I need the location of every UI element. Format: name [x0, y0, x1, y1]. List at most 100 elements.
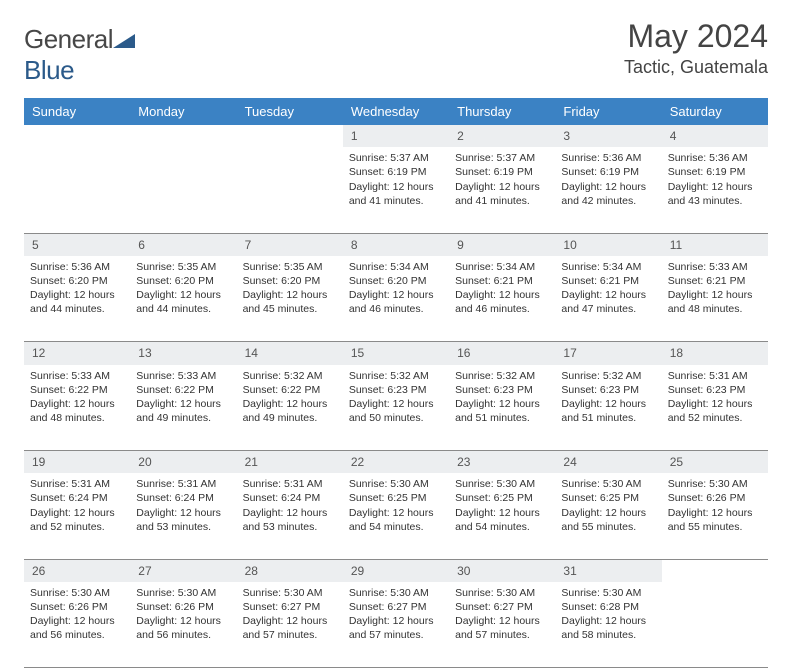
sunrise-line: Sunrise: 5:30 AM — [349, 477, 443, 491]
sunrise-line: Sunrise: 5:33 AM — [668, 260, 762, 274]
sunset-line: Sunset: 6:22 PM — [30, 383, 124, 397]
daylight-line: Daylight: 12 hours and 56 minutes. — [30, 614, 124, 642]
daylight-line: Daylight: 12 hours and 44 minutes. — [30, 288, 124, 316]
day-number: 26 — [24, 559, 130, 582]
sunrise-line: Sunrise: 5:31 AM — [243, 477, 337, 491]
sunset-line: Sunset: 6:24 PM — [30, 491, 124, 505]
day-header: Thursday — [449, 98, 555, 125]
logo-text: GeneralBlue — [24, 24, 135, 86]
day-number: 17 — [555, 342, 661, 365]
day-number — [130, 125, 236, 147]
daylight-line: Daylight: 12 hours and 45 minutes. — [243, 288, 337, 316]
sunrise-line: Sunrise: 5:32 AM — [455, 369, 549, 383]
sunrise-line: Sunrise: 5:36 AM — [30, 260, 124, 274]
day-number: 6 — [130, 233, 236, 256]
day-cell: Sunrise: 5:32 AMSunset: 6:23 PMDaylight:… — [343, 365, 449, 451]
sunrise-line: Sunrise: 5:31 AM — [136, 477, 230, 491]
day-number: 30 — [449, 559, 555, 582]
day-cell: Sunrise: 5:31 AMSunset: 6:24 PMDaylight:… — [24, 473, 130, 559]
day-header: Monday — [130, 98, 236, 125]
day-cell-content: Sunrise: 5:31 AMSunset: 6:23 PMDaylight:… — [668, 369, 762, 426]
sunrise-line: Sunrise: 5:30 AM — [455, 586, 549, 600]
logo-word2: Blue — [24, 55, 74, 85]
day-cell-content: Sunrise: 5:37 AMSunset: 6:19 PMDaylight:… — [349, 151, 443, 208]
day-cell-content: Sunrise: 5:30 AMSunset: 6:25 PMDaylight:… — [455, 477, 549, 534]
day-cell-content: Sunrise: 5:30 AMSunset: 6:25 PMDaylight:… — [349, 477, 443, 534]
daylight-line: Daylight: 12 hours and 53 minutes. — [136, 506, 230, 534]
daylight-line: Daylight: 12 hours and 49 minutes. — [243, 397, 337, 425]
day-cell: Sunrise: 5:30 AMSunset: 6:25 PMDaylight:… — [555, 473, 661, 559]
daylight-line: Daylight: 12 hours and 42 minutes. — [561, 180, 655, 208]
day-number-row: 12131415161718 — [24, 342, 768, 365]
sunset-line: Sunset: 6:24 PM — [243, 491, 337, 505]
day-number: 23 — [449, 451, 555, 474]
sunset-line: Sunset: 6:23 PM — [668, 383, 762, 397]
day-cell-content: Sunrise: 5:30 AMSunset: 6:25 PMDaylight:… — [561, 477, 655, 534]
day-number: 14 — [237, 342, 343, 365]
week-row: Sunrise: 5:31 AMSunset: 6:24 PMDaylight:… — [24, 473, 768, 559]
day-cell-content: Sunrise: 5:34 AMSunset: 6:20 PMDaylight:… — [349, 260, 443, 317]
day-cell: Sunrise: 5:31 AMSunset: 6:24 PMDaylight:… — [130, 473, 236, 559]
daylight-line: Daylight: 12 hours and 41 minutes. — [349, 180, 443, 208]
sunrise-line: Sunrise: 5:34 AM — [455, 260, 549, 274]
sunset-line: Sunset: 6:19 PM — [455, 165, 549, 179]
day-cell: Sunrise: 5:32 AMSunset: 6:23 PMDaylight:… — [449, 365, 555, 451]
daylight-line: Daylight: 12 hours and 48 minutes. — [30, 397, 124, 425]
day-cell-content: Sunrise: 5:30 AMSunset: 6:26 PMDaylight:… — [136, 586, 230, 643]
logo-triangle-icon — [113, 24, 135, 55]
sunset-line: Sunset: 6:25 PM — [561, 491, 655, 505]
daylight-line: Daylight: 12 hours and 48 minutes. — [668, 288, 762, 316]
sunrise-line: Sunrise: 5:30 AM — [136, 586, 230, 600]
sunset-line: Sunset: 6:25 PM — [455, 491, 549, 505]
day-cell-content: Sunrise: 5:34 AMSunset: 6:21 PMDaylight:… — [561, 260, 655, 317]
day-number: 9 — [449, 233, 555, 256]
day-cell-content: Sunrise: 5:36 AMSunset: 6:19 PMDaylight:… — [668, 151, 762, 208]
sunrise-line: Sunrise: 5:34 AM — [561, 260, 655, 274]
sunrise-line: Sunrise: 5:32 AM — [561, 369, 655, 383]
day-cell-content: Sunrise: 5:31 AMSunset: 6:24 PMDaylight:… — [243, 477, 337, 534]
daylight-line: Daylight: 12 hours and 51 minutes. — [561, 397, 655, 425]
daylight-line: Daylight: 12 hours and 47 minutes. — [561, 288, 655, 316]
day-number — [662, 559, 768, 582]
sunset-line: Sunset: 6:26 PM — [30, 600, 124, 614]
day-number: 25 — [662, 451, 768, 474]
day-number: 21 — [237, 451, 343, 474]
day-header: Tuesday — [237, 98, 343, 125]
sunset-line: Sunset: 6:26 PM — [668, 491, 762, 505]
day-cell-content: Sunrise: 5:33 AMSunset: 6:22 PMDaylight:… — [136, 369, 230, 426]
sunrise-line: Sunrise: 5:31 AM — [30, 477, 124, 491]
calendar-table: SundayMondayTuesdayWednesdayThursdayFrid… — [24, 98, 768, 668]
sunrise-line: Sunrise: 5:32 AM — [349, 369, 443, 383]
sunset-line: Sunset: 6:20 PM — [243, 274, 337, 288]
sunrise-line: Sunrise: 5:30 AM — [668, 477, 762, 491]
day-cell: Sunrise: 5:34 AMSunset: 6:21 PMDaylight:… — [555, 256, 661, 342]
day-number: 1 — [343, 125, 449, 147]
day-cell-content: Sunrise: 5:30 AMSunset: 6:28 PMDaylight:… — [561, 586, 655, 643]
day-cell: Sunrise: 5:31 AMSunset: 6:24 PMDaylight:… — [237, 473, 343, 559]
day-cell-content: Sunrise: 5:36 AMSunset: 6:20 PMDaylight:… — [30, 260, 124, 317]
daylight-line: Daylight: 12 hours and 57 minutes. — [243, 614, 337, 642]
sunrise-line: Sunrise: 5:30 AM — [349, 586, 443, 600]
day-cell-content: Sunrise: 5:30 AMSunset: 6:26 PMDaylight:… — [30, 586, 124, 643]
day-cell-content: Sunrise: 5:33 AMSunset: 6:21 PMDaylight:… — [668, 260, 762, 317]
day-cell: Sunrise: 5:33 AMSunset: 6:22 PMDaylight:… — [24, 365, 130, 451]
day-cell-content: Sunrise: 5:36 AMSunset: 6:19 PMDaylight:… — [561, 151, 655, 208]
sunrise-line: Sunrise: 5:30 AM — [561, 586, 655, 600]
daylight-line: Daylight: 12 hours and 56 minutes. — [136, 614, 230, 642]
location: Tactic, Guatemala — [624, 57, 768, 78]
day-cell-content: Sunrise: 5:30 AMSunset: 6:26 PMDaylight:… — [668, 477, 762, 534]
sunrise-line: Sunrise: 5:34 AM — [349, 260, 443, 274]
day-cell: Sunrise: 5:30 AMSunset: 6:27 PMDaylight:… — [449, 582, 555, 668]
daylight-line: Daylight: 12 hours and 57 minutes. — [455, 614, 549, 642]
sunrise-line: Sunrise: 5:31 AM — [668, 369, 762, 383]
sunrise-line: Sunrise: 5:32 AM — [243, 369, 337, 383]
day-number — [237, 125, 343, 147]
week-row: Sunrise: 5:37 AMSunset: 6:19 PMDaylight:… — [24, 147, 768, 233]
sunset-line: Sunset: 6:22 PM — [136, 383, 230, 397]
sunrise-line: Sunrise: 5:33 AM — [30, 369, 124, 383]
day-cell: Sunrise: 5:30 AMSunset: 6:28 PMDaylight:… — [555, 582, 661, 668]
day-number: 5 — [24, 233, 130, 256]
sunrise-line: Sunrise: 5:30 AM — [30, 586, 124, 600]
sunrise-line: Sunrise: 5:37 AM — [455, 151, 549, 165]
sunset-line: Sunset: 6:19 PM — [349, 165, 443, 179]
